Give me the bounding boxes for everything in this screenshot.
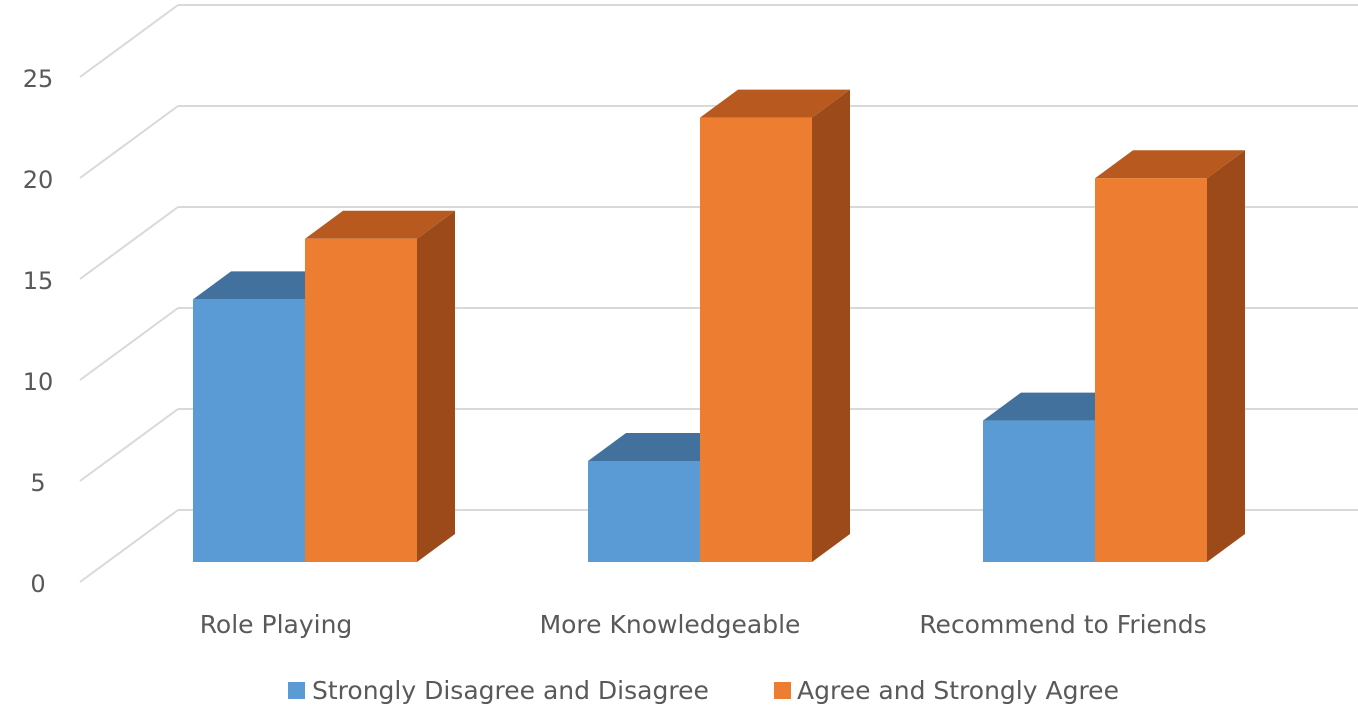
bar-front-face bbox=[1095, 178, 1207, 562]
gridline-diagonal bbox=[79, 4, 179, 78]
bar bbox=[700, 89, 850, 562]
gridline-diagonal bbox=[79, 105, 179, 179]
bar-side-face bbox=[812, 89, 850, 562]
x-category-label: Recommend to Friends bbox=[919, 610, 1206, 639]
gridline-diagonal bbox=[79, 206, 179, 280]
legend-item: Strongly Disagree and Disagree bbox=[288, 676, 709, 705]
y-axis-ticks: 0 5 10 15 20 25 bbox=[23, 65, 54, 598]
bars bbox=[193, 89, 1245, 563]
bar bbox=[588, 433, 738, 562]
legend-swatch bbox=[774, 682, 791, 699]
bar-side-face bbox=[417, 210, 455, 563]
bar-front-face bbox=[700, 117, 812, 562]
bar-top-face bbox=[700, 89, 850, 118]
gridline-diagonal bbox=[79, 408, 179, 482]
legend-item: Agree and Strongly Agree bbox=[774, 676, 1119, 705]
bar-front-face bbox=[588, 461, 700, 562]
legend-label: Agree and Strongly Agree bbox=[797, 676, 1119, 705]
y-tick-label: 20 bbox=[23, 166, 54, 194]
y-tick-label: 25 bbox=[23, 65, 54, 93]
bar-front-face bbox=[983, 420, 1095, 562]
bar-top-face bbox=[305, 210, 455, 239]
y-tick-label: 15 bbox=[23, 267, 54, 295]
bar bbox=[1095, 150, 1245, 562]
y-tick-label: 10 bbox=[23, 368, 54, 396]
legend: Strongly Disagree and Disagree Agree and … bbox=[288, 676, 1119, 705]
x-category-label: Role Playing bbox=[200, 610, 353, 639]
bar-top-face bbox=[1095, 150, 1245, 179]
gridline-diagonal bbox=[79, 307, 179, 381]
bar bbox=[305, 210, 455, 563]
legend-label: Strongly Disagree and Disagree bbox=[312, 676, 709, 705]
y-tick-label: 5 bbox=[30, 469, 45, 497]
x-axis-categories: Role Playing More Knowledgeable Recommend … bbox=[200, 610, 1207, 639]
y-tick-label: 0 bbox=[30, 570, 45, 598]
legend-swatch bbox=[288, 682, 305, 699]
bar-side-face bbox=[1207, 150, 1245, 562]
bar-front-face bbox=[193, 299, 305, 562]
x-category-label: More Knowledgeable bbox=[540, 610, 801, 639]
gridline-diagonal bbox=[79, 509, 179, 583]
bar-front-face bbox=[305, 238, 417, 563]
